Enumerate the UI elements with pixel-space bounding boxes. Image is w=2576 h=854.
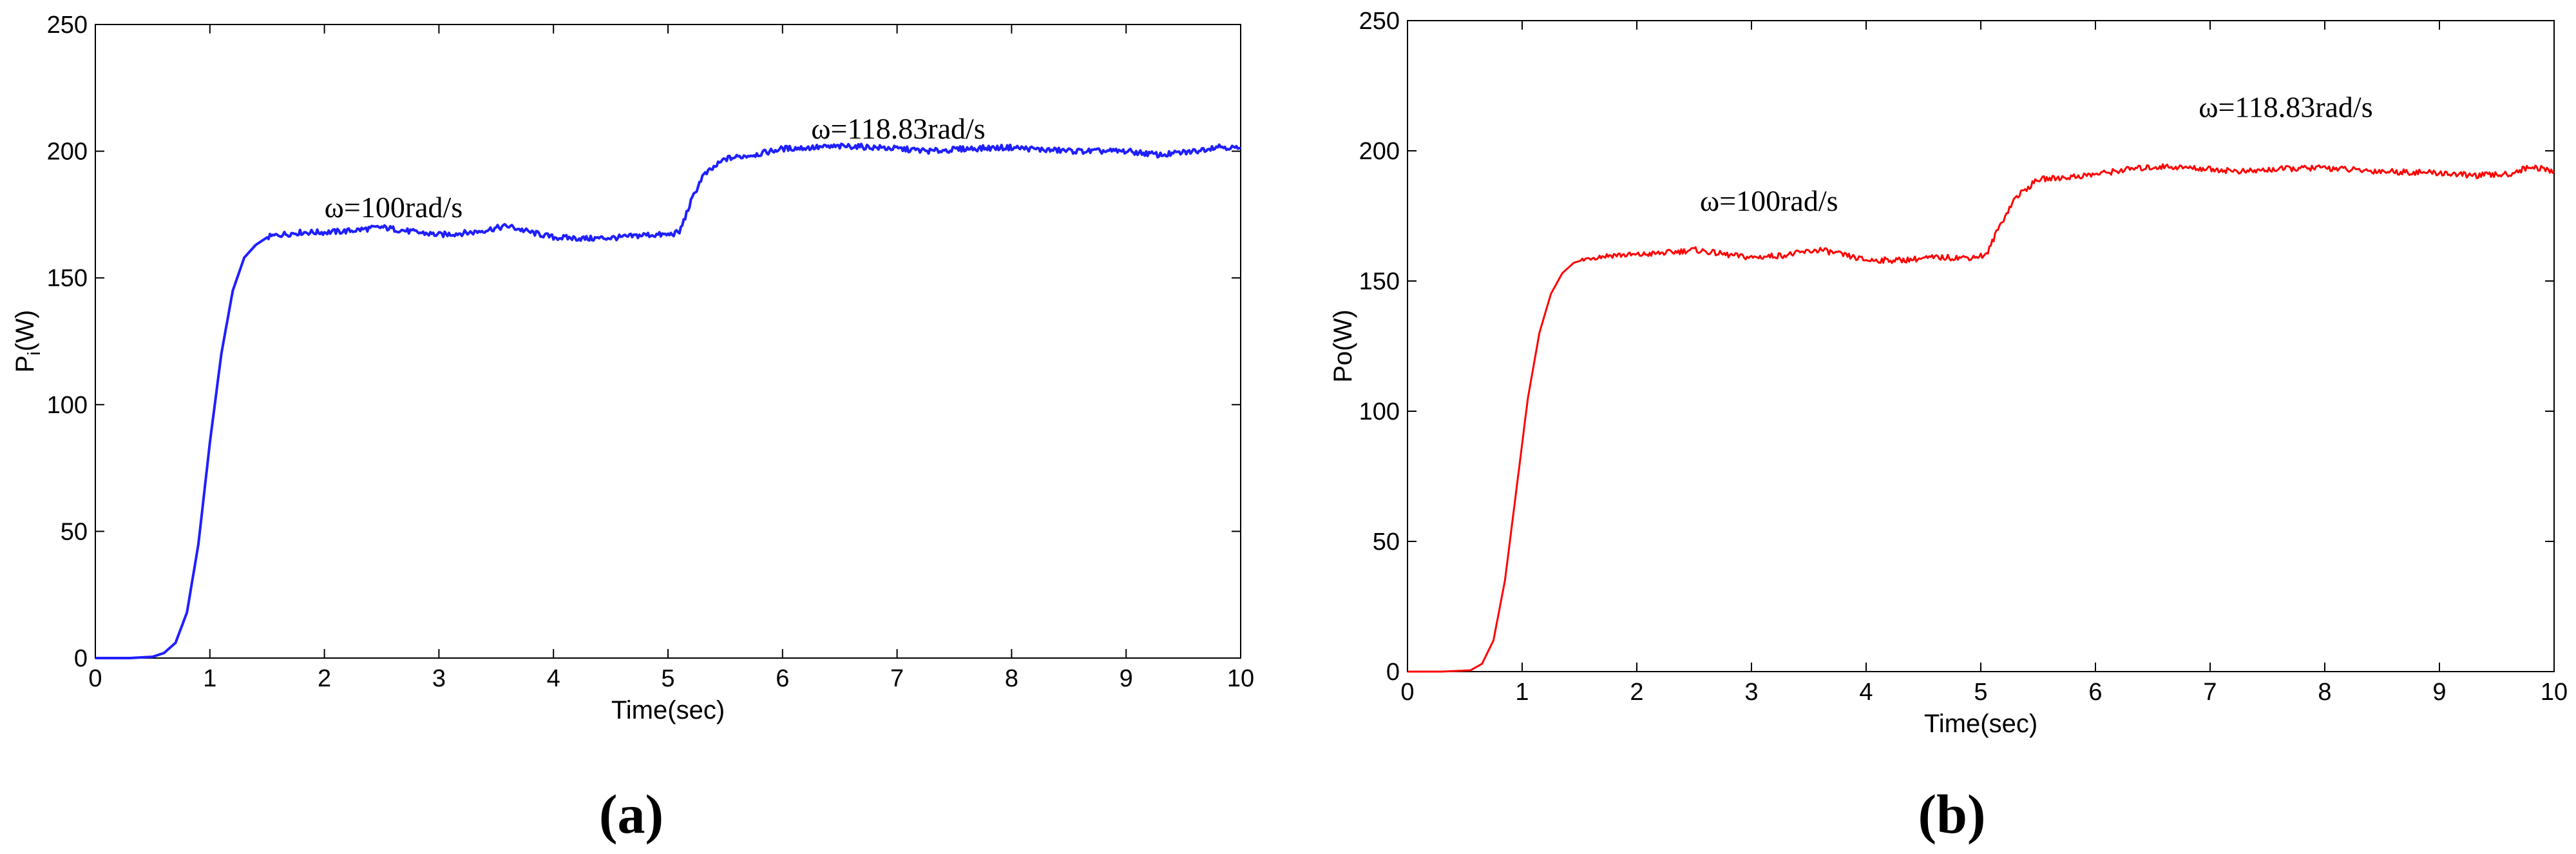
x-tick-label: 7 <box>890 665 904 692</box>
chart-a: 0 1 2 3 4 5 6 7 8 9 10050100150200250Time(sec)Pi(W… <box>11 12 1254 845</box>
x-tick-label: 9 <box>2432 679 2446 706</box>
y-tick-label: 200 <box>47 139 88 166</box>
x-axis-label: Time(sec) <box>1924 710 2037 738</box>
annotation-label: ω=118.83rad/s <box>2199 90 2372 123</box>
x-tick-label: 0 <box>88 665 102 692</box>
x-tick-label: 1 <box>203 665 216 692</box>
y-tick-label: 0 <box>1386 659 1400 686</box>
x-tick-label: 3 <box>432 665 446 692</box>
x-tick-label: 4 <box>1859 679 1873 706</box>
series-line <box>1407 163 2555 673</box>
x-tick-label: 4 <box>547 665 560 692</box>
y-axis-label: Po(W) <box>1329 309 1357 382</box>
x-tick-label: 10 <box>1227 665 1254 692</box>
x-tick-label: 9 <box>1120 665 1133 692</box>
annotation-label: ω=100rad/s <box>1700 184 1838 217</box>
panel-label: (b) <box>1918 783 1985 845</box>
panel-label: (a) <box>599 783 663 845</box>
x-tick-label: 8 <box>2318 679 2331 706</box>
x-axis-label: Time(sec) <box>611 696 725 724</box>
y-tick-label: 50 <box>1373 529 1400 556</box>
x-tick-label: 2 <box>318 665 331 692</box>
series-line <box>95 142 1241 659</box>
y-tick-label: 150 <box>47 265 88 292</box>
x-tick-label: 6 <box>776 665 789 692</box>
x-tick-label: 5 <box>661 665 674 692</box>
x-tick-label: 5 <box>1974 679 1987 706</box>
y-tick-label: 150 <box>1359 268 1400 295</box>
y-tick-label: 250 <box>1359 8 1400 35</box>
x-tick-label: 10 <box>2541 679 2568 706</box>
y-tick-label: 50 <box>61 518 88 545</box>
annotation-label: ω=100rad/s <box>325 191 463 224</box>
x-tick-label: 0 <box>1400 679 1414 706</box>
annotation-label: ω=118.83rad/s <box>811 112 985 145</box>
chart-b: 0 1 2 3 4 5 6 7 8 9 10050100150200250Time(sec)Po(W… <box>1329 8 2568 845</box>
y-tick-label: 250 <box>47 12 88 39</box>
x-tick-label: 6 <box>2088 679 2102 706</box>
y-tick-label: 0 <box>74 645 88 672</box>
x-tick-label: 2 <box>1630 679 1643 706</box>
x-tick-label: 1 <box>1515 679 1529 706</box>
x-tick-label: 8 <box>1005 665 1018 692</box>
y-tick-label: 200 <box>1359 138 1400 165</box>
plot-frame <box>1407 20 2555 672</box>
y-tick-label: 100 <box>1359 398 1400 425</box>
x-tick-label: 7 <box>2203 679 2217 706</box>
y-tick-label: 100 <box>47 392 88 419</box>
x-tick-label: 3 <box>1744 679 1758 706</box>
plot-frame <box>95 24 1241 659</box>
y-axis-label: Pi(W) <box>11 310 44 373</box>
